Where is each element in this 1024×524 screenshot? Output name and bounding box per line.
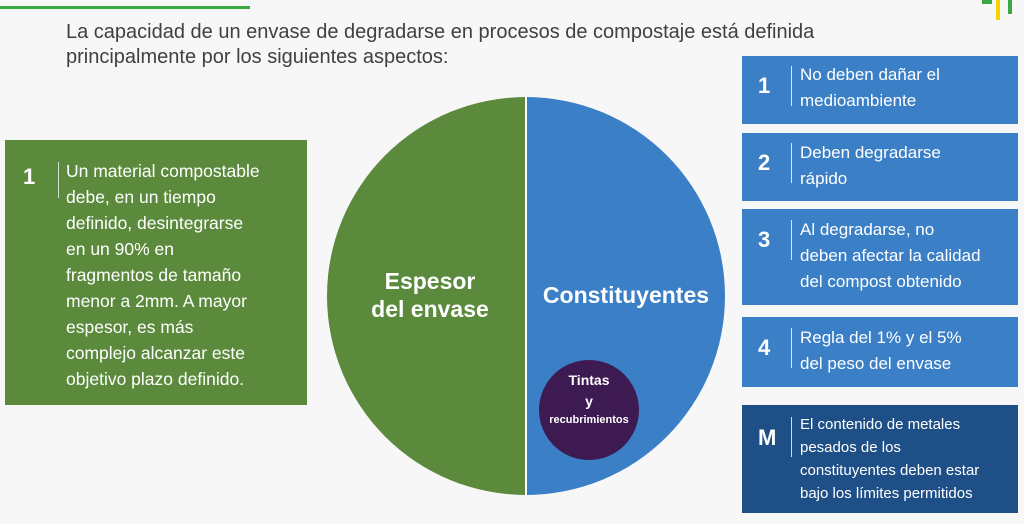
heading-line-2: principalmente por los siguientes aspect… <box>66 46 449 68</box>
right-box-number: 1 <box>758 73 771 98</box>
left-box-line: complejo alcanzar este <box>66 343 245 363</box>
right-box-separator <box>791 66 792 106</box>
right-box-number: 4 <box>758 335 771 360</box>
right-box-number: 3 <box>758 227 771 252</box>
left-box-line: menor a 2mm. A mayor <box>66 291 247 311</box>
inner-circle-line-1: Tintas <box>568 372 610 388</box>
slide-heading: La capacidad de un envase de degradarse … <box>66 20 906 70</box>
left-info-box: 1 Un material compostable debe, en un ti… <box>5 140 307 405</box>
right-box-separator <box>791 417 792 457</box>
split-circle-diagram: Espesor del envase Constituyentes Tintas… <box>327 97 725 495</box>
right-box-line: El contenido de metales <box>800 416 961 433</box>
right-box-line: bajo los límites permitidos <box>800 485 973 502</box>
right-box-line: No deben dañar el <box>800 65 940 84</box>
left-box-text: Un material compostable debe, en un tiem… <box>66 158 302 392</box>
left-box-separator <box>58 162 59 198</box>
right-box-line: del compost obtenido <box>800 272 962 291</box>
circle-right-label: Constituyentes <box>542 282 710 308</box>
right-box-line: Deben degradarse <box>800 143 941 162</box>
corner-bar-green-2 <box>1008 0 1012 14</box>
left-box-line: fragmentos de tamaño <box>66 265 242 285</box>
left-box-line: en un 90% en <box>66 239 175 259</box>
corner-decoration <box>982 0 1018 20</box>
right-box-line: medioambiente <box>800 91 917 110</box>
left-box-line: Un material compostable <box>66 161 260 181</box>
left-box-line: definido, desintegrarse <box>66 213 244 233</box>
corner-bar-green <box>982 0 992 4</box>
left-box-line: espesor, es más <box>66 317 194 337</box>
heading-line-1: La capacidad de un envase de degradarse … <box>66 21 815 43</box>
right-box-text: Al degradarse, no deben afectar la calid… <box>800 217 1012 295</box>
inner-circle-line-2: y <box>585 393 593 409</box>
right-box-4: 4 Regla del 1% y el 5% del peso del enva… <box>742 317 1018 387</box>
right-box-2: 2 Deben degradarse rápido <box>742 133 1018 201</box>
corner-bar-yellow <box>996 0 1000 20</box>
right-box-separator <box>791 143 792 183</box>
right-box-line: Al degradarse, no <box>800 220 935 239</box>
right-box-separator <box>791 328 792 368</box>
left-box-line: objetivo plazo definido. <box>66 369 245 389</box>
right-box-3: 3 Al degradarse, no deben afectar la cal… <box>742 209 1018 305</box>
circle-divider <box>525 97 527 495</box>
right-box-metals: M El contenido de metales pesados de los… <box>742 405 1018 513</box>
right-box-1: 1 No deben dañar el medioambiente <box>742 56 1018 124</box>
inner-circle-line-3: recubrimientos <box>549 414 629 426</box>
right-box-text: No deben dañar el medioambiente <box>800 62 1012 114</box>
right-box-text: El contenido de metales pesados de los c… <box>800 413 1012 505</box>
circle-left-label: Espesor del envase <box>345 267 515 323</box>
right-box-line: constituyentes deben estar <box>800 462 980 479</box>
right-box-number: 2 <box>758 150 771 175</box>
right-box-line: pesados de los <box>800 439 901 456</box>
right-box-line: rápido <box>800 169 848 188</box>
top-accent-line <box>0 6 250 9</box>
left-box-number: 1 <box>23 164 36 189</box>
right-box-line: Regla del 1% y el 5% <box>800 328 962 347</box>
right-box-number: M <box>758 425 777 450</box>
right-box-line: deben afectar la calidad <box>800 246 981 265</box>
right-box-line: del peso del envase <box>800 354 952 373</box>
inner-circle: Tintas y recubrimientos <box>539 360 639 460</box>
circle-left-label-line: Espesor <box>384 268 476 294</box>
right-box-separator <box>791 220 792 260</box>
right-box-text: Regla del 1% y el 5% del peso del envase <box>800 325 1012 377</box>
circle-left-label-line: del envase <box>371 296 489 322</box>
right-box-text: Deben degradarse rápido <box>800 140 1012 192</box>
left-box-line: debe, en un tiempo <box>66 187 216 207</box>
